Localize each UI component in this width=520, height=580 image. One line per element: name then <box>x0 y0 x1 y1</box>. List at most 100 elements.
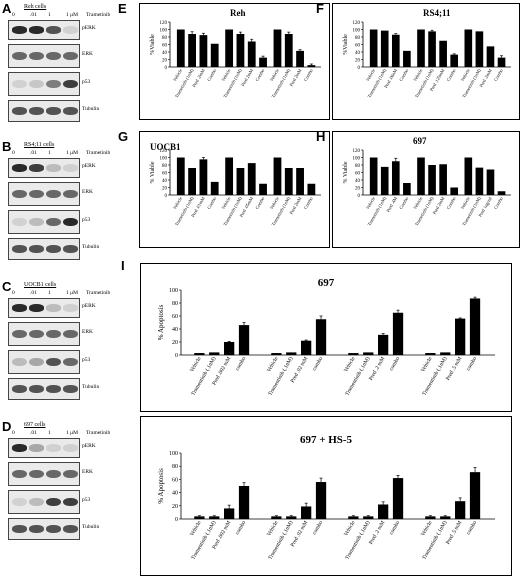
blot-band-tubulin <box>8 518 80 540</box>
bar <box>296 168 304 195</box>
y-tick-label: 80 <box>162 36 168 41</box>
blot-band-signal <box>12 164 27 172</box>
bar <box>497 57 506 67</box>
blot-band-signal <box>46 107 61 115</box>
x-category-label: Vehicle <box>220 196 231 210</box>
x-category-label: combo <box>235 520 248 536</box>
x-category-label: Vehicle <box>266 356 280 374</box>
blot-band-signal <box>29 107 44 115</box>
blot-concentration-label: 1 μM <box>66 12 78 18</box>
blot-band-signal <box>63 51 78 61</box>
blot-band-signal <box>29 51 44 61</box>
bar <box>315 482 327 519</box>
bar <box>259 183 267 195</box>
bar-chart-svg: Reh020406080100120%ViableVehicleTrametin… <box>150 8 321 99</box>
blot-band-signal <box>12 79 27 89</box>
y-tick-label: 100 <box>353 29 361 34</box>
panel-letter-i: I <box>121 258 125 273</box>
blot-band-signal <box>46 217 61 227</box>
y-tick-label: 120 <box>160 21 168 26</box>
y-tick-label: 20 <box>172 504 178 510</box>
blot-band-label: Tubulin <box>82 524 100 530</box>
blot-concentration-label: 1 μM <box>66 430 78 436</box>
chart-panel-f: RS4;11 0 20 40 60 80 100 120 %Viable Vehicle Trame… <box>332 3 520 120</box>
panel-letter-g: G <box>118 129 129 144</box>
bar <box>238 486 250 519</box>
blot-concentration-label: 0 <box>12 290 15 296</box>
blot-band-signal <box>63 444 78 452</box>
bar <box>455 318 466 355</box>
blot-band-signal <box>63 469 78 479</box>
blot-concentration-label: 1 <box>48 430 51 436</box>
x-category-label: Combo <box>206 67 217 82</box>
y-tick-label: 120 <box>160 149 168 154</box>
blot-band-perk <box>8 20 80 40</box>
bar <box>209 352 220 355</box>
x-category-label: Vehicle <box>269 68 280 82</box>
bar <box>450 54 459 67</box>
blot-band-signal <box>12 107 27 115</box>
bar <box>210 43 219 67</box>
bar <box>188 34 196 67</box>
blot-band-signal <box>12 245 27 253</box>
chart-title: 697 <box>413 136 427 146</box>
blot-band-signal <box>46 51 61 61</box>
bar <box>378 334 389 355</box>
chart-panel-g: UOCB1 0 20 40 60 80 100 120% Viable Vehicle Trame… <box>139 131 330 248</box>
blot-band-signal <box>46 525 61 533</box>
x-category-label: Vehicle <box>269 196 280 210</box>
y-tick-label: 60 <box>162 172 168 177</box>
bar <box>273 157 282 195</box>
panel-letter-h: H <box>316 129 326 144</box>
bar <box>469 298 481 355</box>
y-tick-label: 20 <box>355 187 361 192</box>
blot-band-signal <box>12 525 27 533</box>
bar <box>486 46 495 67</box>
blot-band-tubulin <box>8 100 80 122</box>
bar <box>428 165 436 195</box>
bar <box>464 29 473 67</box>
panel-letter-b: B <box>2 139 12 154</box>
blot-band-signal <box>46 79 61 89</box>
blot-band-signal <box>63 245 78 253</box>
bar <box>296 50 304 67</box>
bar <box>247 163 256 195</box>
blot-band-label: p53 <box>82 497 91 503</box>
x-category-label: Vehicle <box>420 356 434 374</box>
y-tick-label: 20 <box>355 59 361 64</box>
blot-band-signal <box>46 164 61 172</box>
blot-band-label: ERK <box>82 51 93 57</box>
bar <box>348 516 359 519</box>
blot-band-signal <box>46 469 61 479</box>
x-category-label: Combo <box>254 67 265 82</box>
x-category-label: Combo <box>493 195 504 210</box>
blot-concentration-label: 0 <box>12 150 15 156</box>
bar <box>194 353 205 355</box>
blot-band-perk <box>8 438 80 458</box>
blot-band-label: ERK <box>82 189 93 195</box>
blot-band-signal <box>29 385 44 393</box>
x-category-label: Combo <box>446 67 457 82</box>
y-tick-label: 100 <box>169 451 178 457</box>
chart-panel-e: Reh 0 20 40 60 80 100 120 %Viable Vehicle Trametin… <box>139 3 330 120</box>
bar <box>380 166 389 195</box>
x-category-label: Vehicle <box>189 520 203 538</box>
x-category-label: Vehicle <box>172 68 183 82</box>
y-tick-label: 40 <box>162 179 168 184</box>
y-axis-label: %Viable <box>150 34 156 55</box>
blot-band-signal <box>12 217 27 227</box>
blot-band-signal <box>12 497 27 507</box>
blot-band-p53 <box>8 210 80 234</box>
y-axis-label: % Apoptosis <box>157 304 165 340</box>
x-category-label: combo <box>312 356 325 372</box>
bar <box>363 352 374 355</box>
x-category-label: Combo <box>254 195 265 210</box>
blot-concentration-label: .01 <box>30 150 37 156</box>
bar-chart-svg: 697 + HS-5 0 20 40 60 80 100 % Apoptosis Vehicle… <box>157 434 495 561</box>
bar <box>176 157 185 195</box>
bar <box>392 312 404 355</box>
x-category-label: Vehicle <box>189 356 203 374</box>
blot-concentration-label: 1 μM <box>66 150 78 156</box>
